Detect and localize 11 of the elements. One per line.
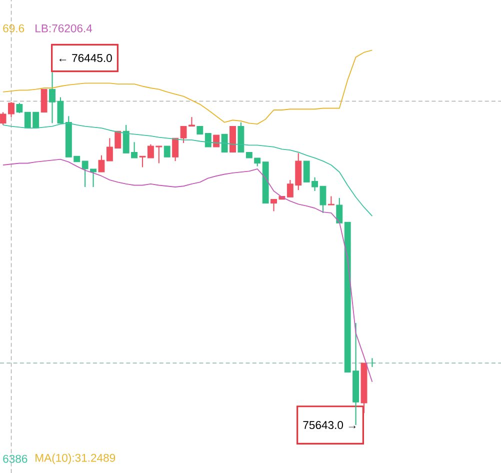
candlestick bbox=[40, 89, 48, 112]
annotation: 69.6 bbox=[3, 24, 24, 32]
annotation: 6386 bbox=[3, 454, 28, 463]
annotation: ← 76445.0 bbox=[59, 54, 112, 62]
annotation: 75643.0 → bbox=[303, 421, 356, 430]
candlestick bbox=[221, 134, 228, 153]
candlestick bbox=[164, 146, 170, 158]
annotation: LB:76206.4 bbox=[36, 24, 92, 32]
candlestick bbox=[16, 102, 23, 114]
candlestick bbox=[204, 132, 212, 148]
annotation: MA(10):31.2489 bbox=[36, 454, 116, 464]
